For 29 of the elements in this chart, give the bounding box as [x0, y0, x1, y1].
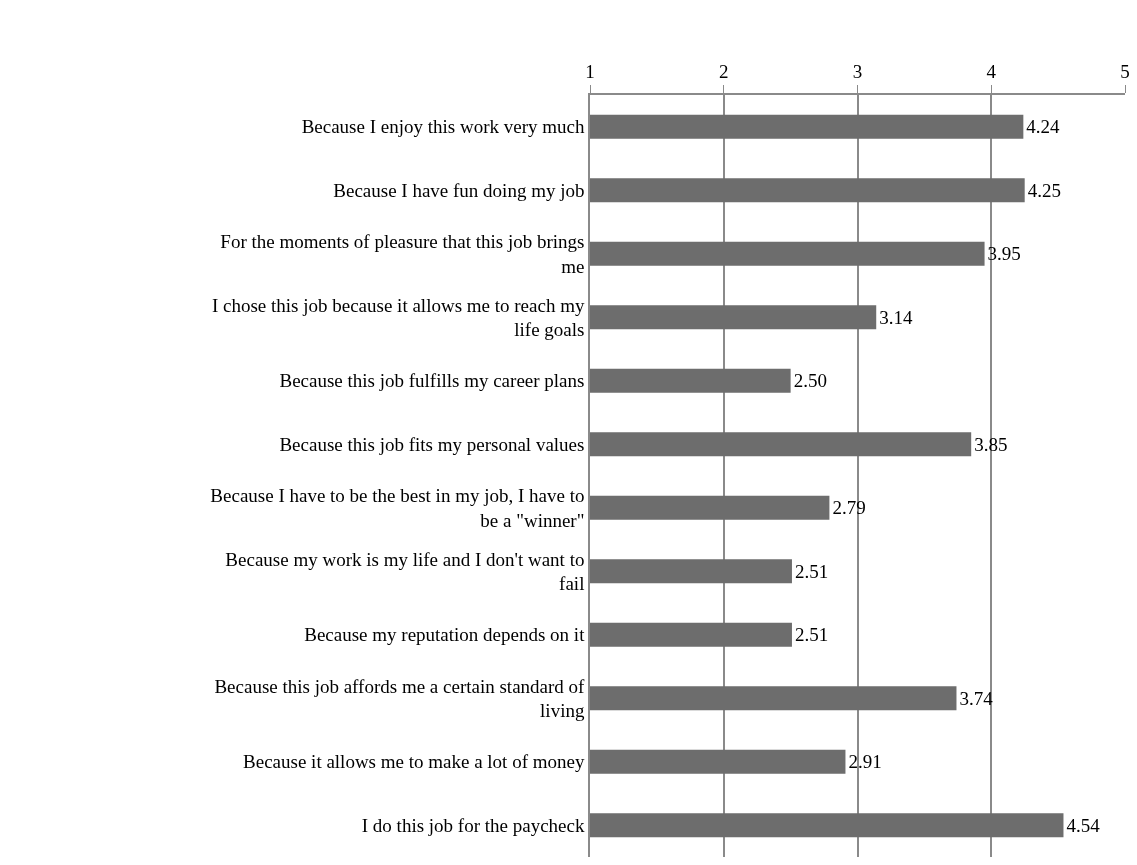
x-tick-label: 3 — [852, 60, 863, 82]
x-tick-label: 5 — [1120, 60, 1130, 82]
y-tick-label: I do this job for the paycheck — [361, 814, 585, 836]
data-label: 3.74 — [959, 687, 994, 709]
y-tick-label: Because this job fits my personal values — [279, 433, 585, 455]
data-label: 3.14 — [879, 306, 913, 328]
data-label: 2.50 — [793, 370, 827, 392]
y-tick-label: Because I have fun doing my job — [333, 179, 585, 201]
y-tick-label: Because it allows me to make a lot of money — [243, 751, 585, 773]
y-tick-label: Because my reputation depends on it — [304, 624, 586, 646]
x-tick-label: 2 — [719, 60, 729, 82]
x-tick-label: 1 — [585, 60, 595, 82]
y-tick-label: Because I have to be the best in my job, I have to be a "winner" — [210, 485, 585, 531]
y-tick-label: Because I enjoy this work very much — [301, 116, 585, 138]
y-tick-label: Because this job affords me a certain standard of living — [214, 675, 586, 722]
y-tick-label: I chose this job because it allows me to reach my life goals — [211, 294, 585, 341]
data-label: 4.25 — [1027, 179, 1061, 201]
data-label: 2.79 — [832, 497, 866, 519]
data-label: 2.91 — [848, 751, 882, 773]
data-label: 2.51 — [794, 560, 829, 582]
data-label: 4.24 — [1026, 116, 1061, 138]
x-tick-label: 4 — [986, 60, 997, 82]
data-label: 3.85 — [974, 433, 1008, 455]
data-label: 4.54 — [1066, 814, 1101, 836]
y-tick-label: Because this job fulfills my career plans — [279, 370, 585, 392]
y-tick-label: Because my work is my life and I don't want to fail — [225, 548, 585, 595]
data-label: 2.51 — [794, 624, 829, 646]
data-label: 3.95 — [987, 243, 1021, 265]
y-tick-label: For the moments of pleasure that this job brings me — [220, 231, 585, 277]
